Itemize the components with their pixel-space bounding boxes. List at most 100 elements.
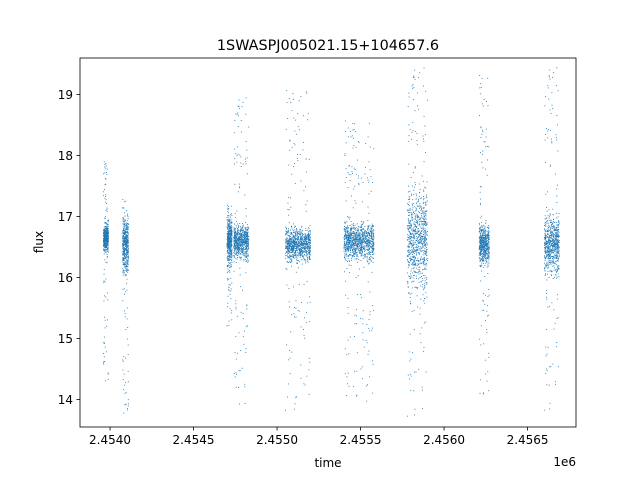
data-point — [298, 248, 300, 250]
data-point — [236, 161, 238, 163]
data-point — [126, 247, 128, 249]
data-point — [234, 232, 235, 234]
data-point — [229, 225, 231, 227]
data-point — [412, 245, 414, 246]
data-point — [357, 230, 359, 232]
data-point — [420, 239, 422, 241]
data-point — [239, 242, 241, 243]
data-point — [421, 240, 423, 242]
data-point — [364, 255, 366, 256]
data-point — [355, 239, 356, 241]
data-point — [345, 280, 347, 282]
data-point — [414, 243, 416, 245]
data-point — [242, 101, 244, 103]
data-point — [344, 373, 346, 375]
data-point — [362, 318, 364, 320]
data-point — [366, 242, 368, 244]
data-point — [103, 243, 105, 245]
data-point — [127, 247, 129, 249]
data-point — [125, 223, 127, 225]
data-point — [125, 234, 127, 236]
data-point — [234, 352, 236, 354]
data-point — [422, 226, 424, 228]
data-point — [410, 223, 411, 225]
data-point — [422, 269, 423, 271]
data-point — [292, 236, 294, 238]
data-point — [104, 237, 105, 239]
data-point — [408, 124, 410, 126]
data-point — [104, 166, 106, 168]
data-point — [107, 378, 109, 380]
data-point — [345, 230, 347, 232]
data-point — [410, 258, 412, 260]
data-point — [123, 239, 125, 241]
data-point — [421, 263, 422, 265]
data-point — [421, 243, 422, 245]
data-point — [243, 259, 245, 260]
data-point — [245, 245, 247, 247]
data-point — [368, 231, 370, 233]
data-point — [123, 266, 125, 268]
data-point — [346, 234, 348, 236]
data-point — [369, 248, 370, 250]
data-point — [236, 237, 238, 239]
data-point — [416, 220, 418, 221]
data-point — [303, 239, 305, 241]
data-point — [127, 250, 129, 252]
data-point — [360, 253, 362, 255]
data-point — [357, 177, 359, 179]
data-point — [287, 246, 289, 248]
data-point — [366, 232, 368, 234]
data-point — [355, 227, 357, 229]
data-point — [247, 242, 248, 244]
data-point — [365, 256, 367, 258]
data-point — [419, 230, 421, 232]
data-point — [293, 249, 295, 251]
data-point — [363, 233, 365, 235]
data-point — [354, 224, 356, 226]
data-point — [299, 154, 301, 155]
data-point — [411, 185, 413, 187]
data-point — [406, 227, 408, 229]
data-point — [126, 251, 128, 253]
data-point — [350, 237, 352, 239]
data-point — [127, 263, 129, 265]
data-point — [308, 244, 310, 246]
data-point — [291, 233, 293, 235]
data-point — [409, 222, 411, 224]
data-point — [104, 231, 106, 233]
data-point — [419, 260, 421, 262]
data-point — [426, 258, 428, 259]
data-point — [244, 237, 245, 239]
data-point — [420, 198, 422, 200]
data-point — [294, 253, 296, 255]
data-point — [246, 305, 248, 307]
data-point — [362, 244, 364, 246]
data-point — [297, 238, 299, 240]
data-point — [348, 235, 349, 236]
data-point — [406, 415, 408, 417]
data-point — [245, 228, 247, 229]
data-point — [425, 217, 427, 219]
data-point — [231, 234, 233, 236]
data-point — [420, 246, 422, 248]
data-point — [304, 251, 305, 253]
data-point — [353, 252, 355, 254]
data-point — [126, 236, 128, 238]
data-point — [231, 238, 233, 240]
data-point — [244, 259, 246, 261]
data-point — [246, 149, 248, 151]
data-point — [416, 232, 418, 234]
data-point — [409, 236, 411, 237]
data-point — [234, 183, 236, 185]
data-point — [127, 218, 129, 220]
data-point — [235, 152, 237, 154]
data-point — [126, 256, 128, 258]
data-point — [416, 233, 418, 235]
data-point — [228, 257, 230, 259]
data-point — [413, 231, 415, 233]
data-point — [365, 233, 367, 234]
data-point — [127, 259, 129, 261]
data-point — [301, 244, 303, 246]
data-point — [239, 349, 241, 351]
